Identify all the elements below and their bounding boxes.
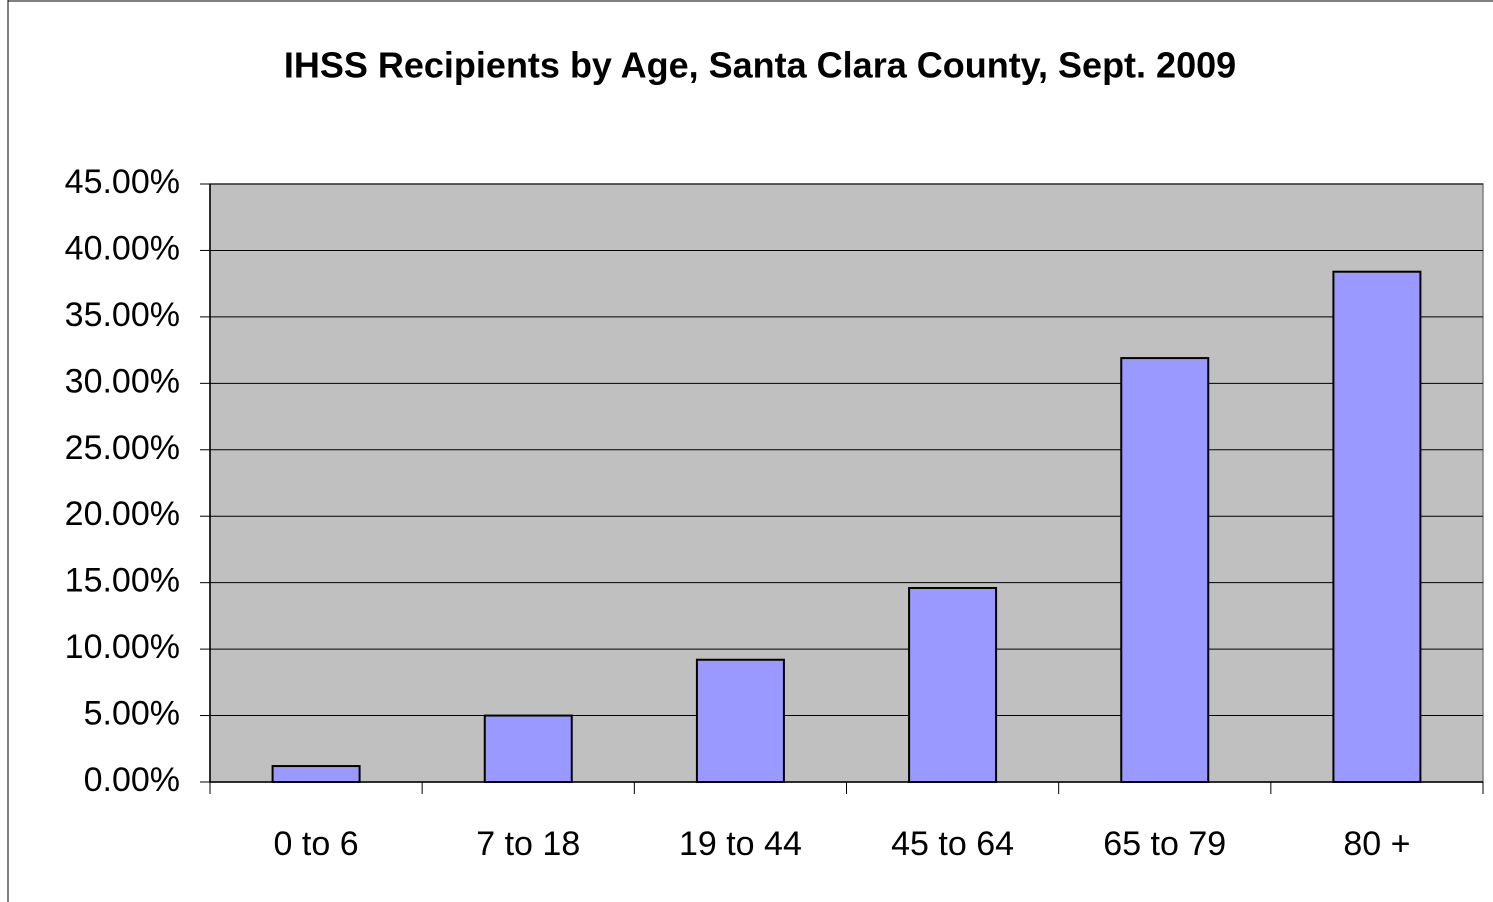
- y-tick-label: 35.00%: [65, 296, 180, 334]
- y-tick-label: 0.00%: [84, 761, 180, 799]
- x-tick-label: 65 to 79: [1103, 825, 1226, 863]
- y-tick-label: 40.00%: [65, 229, 180, 267]
- plot-area: [209, 183, 1484, 783]
- bar: [1120, 357, 1210, 783]
- y-tick-label: 45.00%: [65, 163, 180, 201]
- y-tick-label: 30.00%: [65, 362, 180, 400]
- y-tick-label: 5.00%: [84, 695, 180, 733]
- bar: [271, 765, 361, 784]
- y-tick-label: 20.00%: [65, 495, 180, 533]
- bar: [483, 714, 573, 783]
- x-tick-label: 0 to 6: [274, 825, 359, 863]
- x-tick-label: 19 to 44: [679, 825, 802, 863]
- chart-title: IHSS Recipients by Age, Santa Clara Coun…: [284, 45, 1236, 86]
- x-tick-label: 7 to 18: [476, 825, 580, 863]
- y-tick-label: 25.00%: [65, 429, 180, 467]
- x-tick-label: 45 to 64: [891, 825, 1014, 863]
- y-tick-label: 10.00%: [65, 628, 180, 666]
- y-tick-label: 15.00%: [65, 562, 180, 600]
- bar: [1332, 270, 1422, 783]
- bar: [908, 586, 998, 784]
- x-tick-label: 80 +: [1343, 825, 1410, 863]
- bar: [695, 658, 785, 784]
